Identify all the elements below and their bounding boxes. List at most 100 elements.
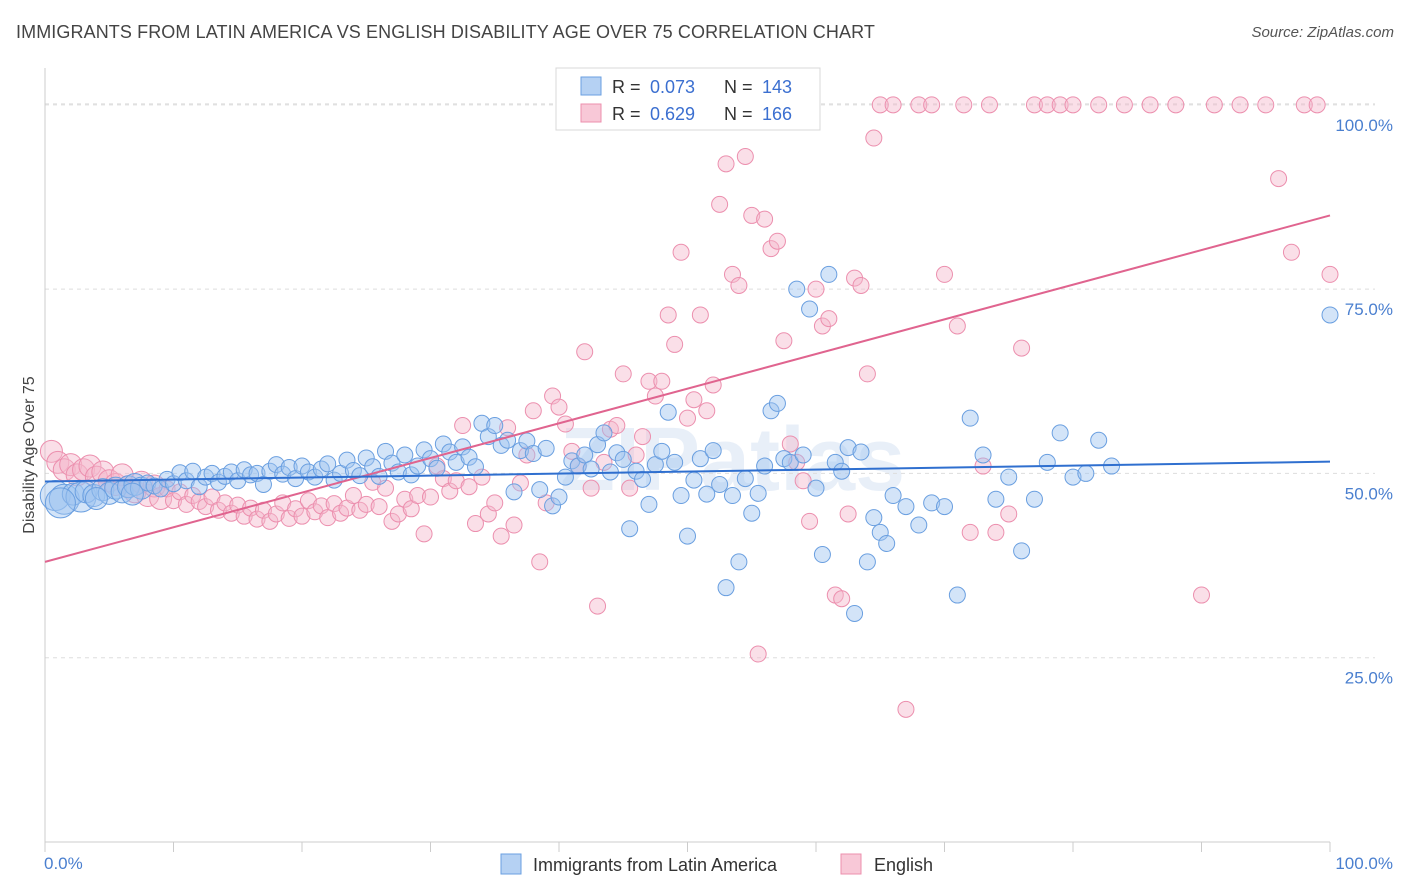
data-point-immigrants [801, 300, 819, 318]
data-point-english [640, 372, 658, 390]
data-point-english [679, 409, 696, 427]
data-point-immigrants [653, 442, 671, 460]
data-point-immigrants [640, 495, 658, 513]
data-point-immigrants [486, 417, 504, 435]
data-point-immigrants [531, 481, 549, 499]
data-point-english [775, 332, 793, 350]
data-point-immigrants [768, 394, 786, 412]
y-tick-label: 75.0% [1345, 300, 1393, 319]
source-label: Source: ZipAtlas.com [1251, 24, 1394, 41]
data-point-english [177, 495, 195, 513]
data-point-immigrants [794, 446, 812, 464]
legend-r-value: 0.073 [650, 77, 695, 97]
data-point-immigrants [415, 441, 433, 459]
data-point-english [884, 96, 902, 114]
data-point-immigrants [878, 534, 896, 552]
data-point-english [370, 498, 388, 516]
data-point-immigrants [698, 485, 716, 503]
data-point-immigrants [261, 462, 279, 480]
data-point-english [711, 195, 729, 213]
data-point-immigrants [659, 403, 677, 421]
legend-swatch-pink [580, 103, 602, 123]
data-point-english [621, 479, 639, 497]
data-point-immigrants [839, 439, 857, 457]
data-point-english [165, 492, 182, 510]
data-point-immigrants [634, 470, 652, 488]
data-point-immigrants [833, 462, 851, 480]
data-point-immigrants [730, 553, 748, 571]
data-point-immigrants [280, 459, 298, 477]
data-point-immigrants [936, 498, 953, 516]
data-point-immigrants [267, 456, 285, 474]
data-point-english [197, 498, 215, 516]
data-point-immigrants [505, 483, 523, 501]
data-point-english [691, 306, 709, 324]
data-point-english [344, 487, 362, 505]
data-point-immigrants [1038, 453, 1056, 471]
data-point-english [216, 494, 234, 512]
data-point-immigrants [711, 475, 729, 493]
data-point-immigrants [614, 450, 632, 468]
data-point-immigrants [1000, 468, 1018, 486]
data-point-english [184, 487, 202, 505]
data-point-english [955, 96, 973, 114]
data-point-immigrants [813, 546, 831, 564]
data-point-english [1193, 586, 1210, 604]
data-point-english [351, 501, 369, 519]
data-point-immigrants [704, 442, 722, 460]
data-point-english [736, 147, 754, 165]
legend-r-label: R = [612, 104, 641, 124]
data-point-english [910, 96, 928, 114]
trend-line-english [44, 214, 1331, 563]
data-point-immigrants [672, 487, 690, 505]
data-point-immigrants [948, 586, 966, 604]
data-point-english [666, 335, 684, 353]
trend-line-immigrants [44, 460, 1331, 483]
data-point-english [672, 243, 690, 261]
data-point-english [499, 419, 517, 437]
data-point-english [582, 479, 600, 497]
data-point-english [415, 525, 433, 543]
data-point-english [293, 507, 311, 525]
data-point-immigrants [691, 450, 709, 468]
data-point-immigrants [1051, 424, 1069, 442]
data-point-english [1038, 96, 1056, 114]
data-point-english [441, 482, 459, 500]
data-point-english [39, 439, 63, 463]
data-point-immigrants [679, 527, 696, 545]
data-point-english [1231, 96, 1249, 114]
data-point-english [396, 490, 414, 508]
data-point-english [1167, 96, 1185, 114]
data-point-immigrants [807, 479, 825, 497]
data-point-english [1295, 96, 1313, 114]
data-point-english [492, 527, 510, 545]
data-point-english [1090, 96, 1108, 114]
data-point-english [299, 492, 317, 510]
trend-lines [44, 214, 1331, 563]
data-point-immigrants [120, 482, 144, 506]
data-point-english [1321, 265, 1339, 283]
data-point-english [614, 365, 632, 383]
data-point-english [987, 523, 1005, 541]
data-point-immigrants [1013, 542, 1031, 560]
data-point-english [1282, 243, 1300, 261]
data-point-immigrants [357, 449, 375, 467]
data-point-english [865, 129, 883, 147]
data-point-english [505, 516, 523, 534]
data-point-immigrants [666, 453, 684, 471]
data-point-english [768, 232, 786, 250]
data-point-english [1115, 96, 1133, 114]
data-point-immigrants [447, 453, 465, 471]
data-point-immigrants [910, 516, 928, 534]
data-point-immigrants [717, 579, 735, 597]
bottom-legend-swatch-blue [500, 853, 522, 875]
data-point-english [794, 472, 812, 490]
data-point-immigrants [871, 523, 889, 541]
data-point-immigrants [1025, 490, 1043, 508]
data-point-english [1000, 505, 1018, 523]
data-point-english [1257, 96, 1275, 114]
legend-box: R = 0.073 N = 143 R = 0.629 N = 166 [555, 67, 821, 131]
data-point-english [852, 276, 870, 294]
data-point-english [319, 509, 337, 527]
